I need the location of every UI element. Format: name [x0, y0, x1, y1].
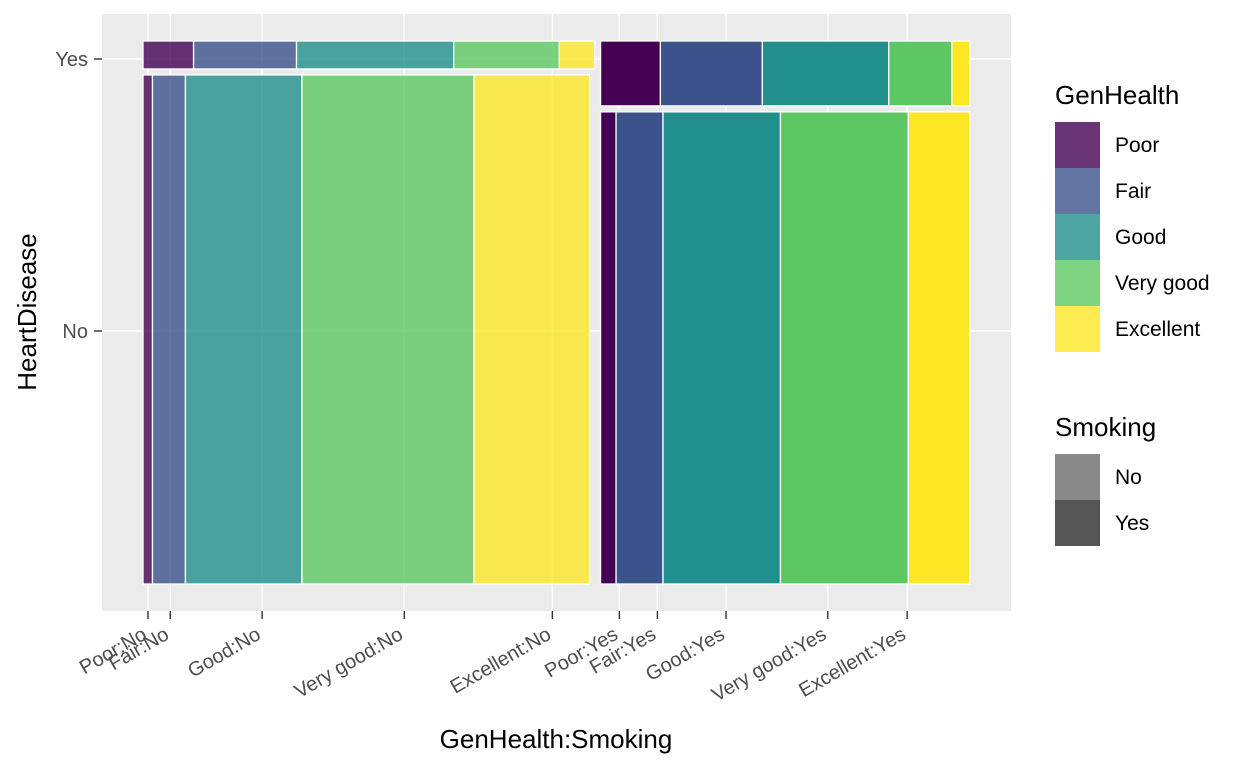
- tile-poor-smoking-no-hd-yes: [142, 40, 195, 70]
- legend-key-fair: [1055, 168, 1100, 214]
- legend-key-poor: [1055, 122, 1100, 168]
- y-axis: Yes No: [55, 49, 102, 343]
- tile-good-smoking-yes-hd-yes: [761, 40, 890, 107]
- x-tick-label-very-good-no: Very good:No: [291, 623, 407, 703]
- tile-fair-smoking-no-hd-no: [151, 74, 187, 585]
- y-tick-label-yes: Yes: [55, 49, 88, 71]
- tile-good-smoking-yes-hd-no: [662, 111, 782, 585]
- legend: GenHealth Poor Fair Good Very good Excellent S…: [1055, 80, 1210, 546]
- legend-key-excellent: [1055, 306, 1100, 352]
- legend-label-smoking-yes: Yes: [1115, 512, 1149, 535]
- legend-key-smoking-yes: [1055, 500, 1100, 546]
- tile-very-good-smoking-yes-hd-yes: [888, 40, 953, 107]
- y-tick-label-no: No: [62, 321, 88, 343]
- legend-key-smoking-no: [1055, 454, 1100, 500]
- tile-good-smoking-no-hd-yes: [295, 40, 455, 70]
- tile-excellent-smoking-yes-hd-no: [907, 111, 971, 585]
- tile-poor-smoking-yes-hd-no: [599, 111, 617, 585]
- legend-label-good: Good: [1115, 226, 1166, 249]
- tile-poor-smoking-yes-hd-yes: [599, 40, 662, 107]
- legend-key-very-good: [1055, 260, 1100, 306]
- tile-very-good-smoking-no-hd-yes: [453, 40, 560, 70]
- legend-label-excellent: Excellent: [1115, 318, 1200, 341]
- x-axis-title: GenHealth:Smoking: [440, 724, 673, 754]
- legend-label-fair: Fair: [1115, 180, 1151, 203]
- legend-key-good: [1055, 214, 1100, 260]
- tile-excellent-smoking-no-hd-yes: [558, 40, 596, 70]
- legend-label-very-good: Very good: [1115, 272, 1210, 295]
- y-axis-title: HeartDisease: [12, 233, 42, 391]
- tile-very-good-smoking-no-hd-no: [301, 74, 475, 585]
- x-tick-label-excellent-no: Excellent:No: [447, 623, 555, 698]
- tile-fair-smoking-no-hd-yes: [192, 40, 298, 70]
- tile-fair-smoking-yes-hd-no: [615, 111, 664, 585]
- tile-poor-smoking-no-hd-no: [142, 74, 154, 585]
- legend-label-smoking-no: No: [1115, 466, 1142, 489]
- tile-fair-smoking-yes-hd-yes: [659, 40, 764, 107]
- tile-good-smoking-no-hd-no: [184, 74, 303, 585]
- x-tick-label-good-yes: Good:Yes: [642, 623, 728, 686]
- legend-title-smoking: Smoking: [1055, 412, 1156, 442]
- tile-excellent-smoking-yes-hd-yes: [951, 40, 971, 107]
- tile-excellent-smoking-no-hd-no: [473, 74, 591, 585]
- mosaic-tiles: [142, 40, 971, 585]
- legend-title-genhealth: GenHealth: [1055, 80, 1179, 110]
- legend-label-poor: Poor: [1115, 134, 1159, 157]
- tile-very-good-smoking-yes-hd-no: [779, 111, 909, 585]
- x-tick-label-good-no: Good:No: [184, 623, 264, 682]
